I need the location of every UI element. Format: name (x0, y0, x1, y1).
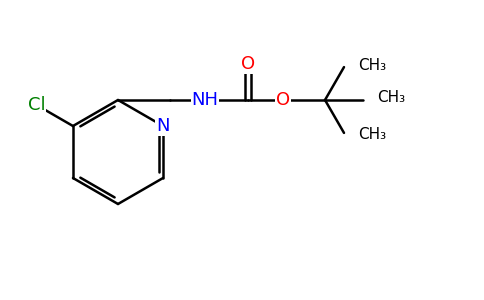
Text: O: O (276, 91, 290, 109)
Text: N: N (156, 117, 170, 135)
Text: CH₃: CH₃ (358, 128, 386, 142)
Text: Cl: Cl (28, 96, 45, 114)
Text: CH₃: CH₃ (358, 58, 386, 73)
Text: NH: NH (192, 91, 218, 109)
Text: O: O (241, 55, 255, 73)
Text: CH₃: CH₃ (377, 91, 405, 106)
